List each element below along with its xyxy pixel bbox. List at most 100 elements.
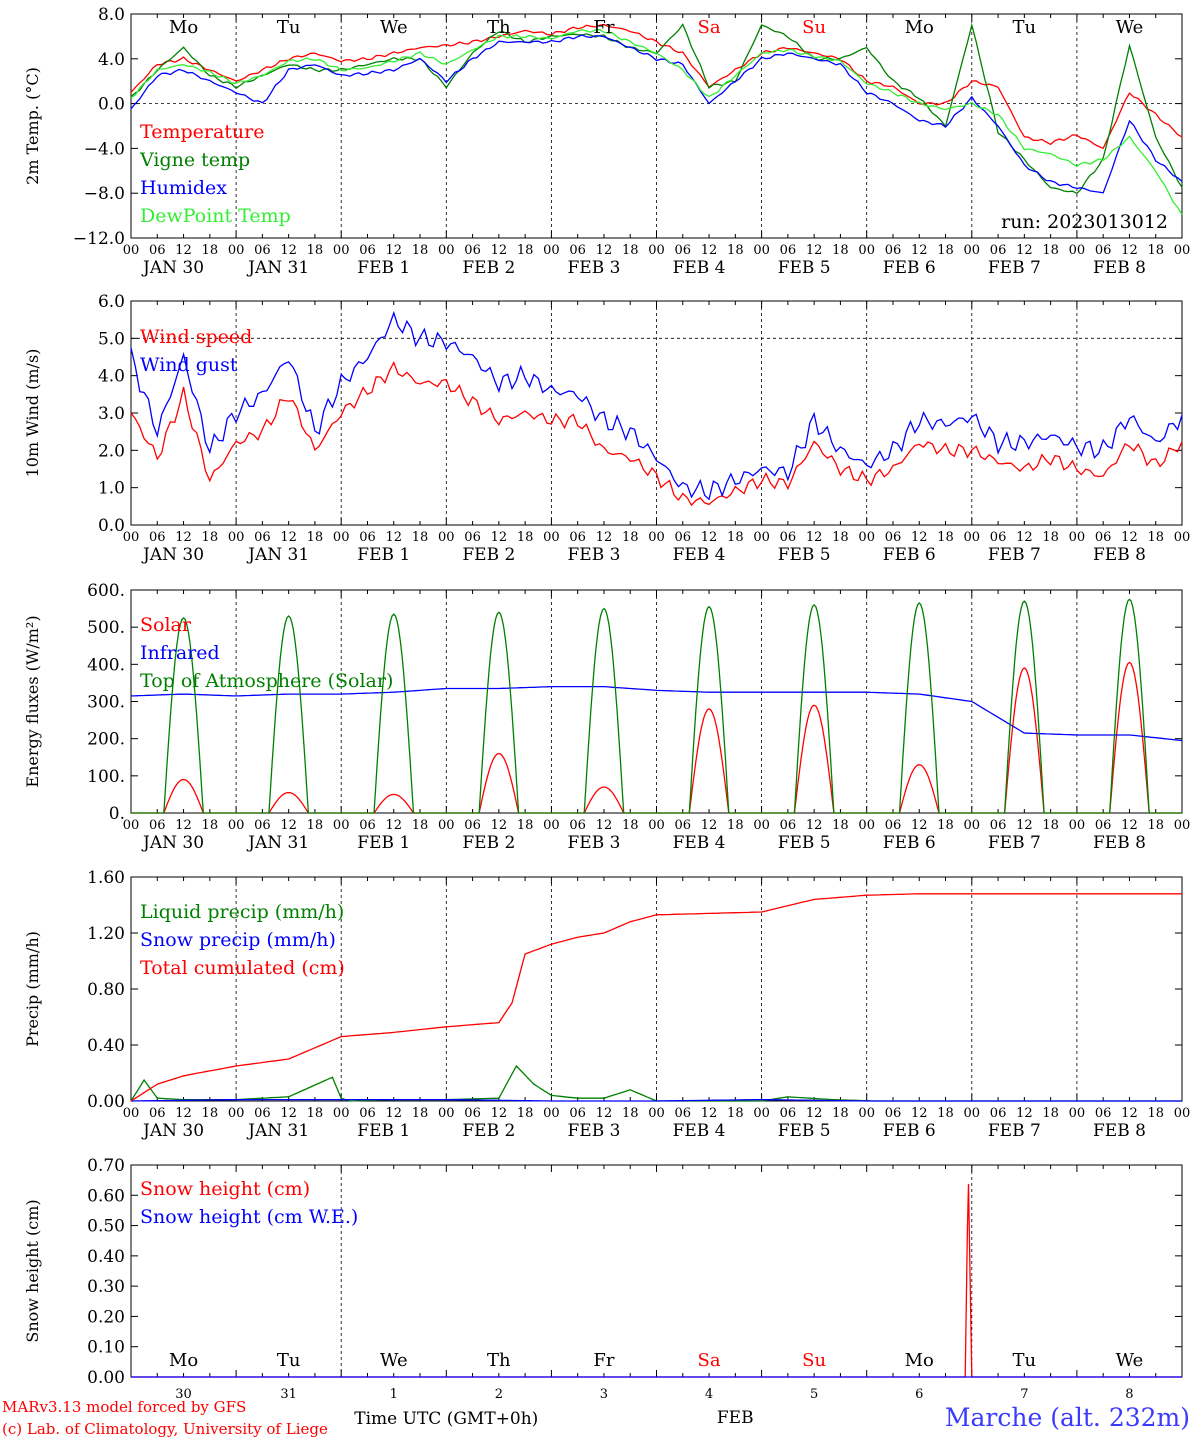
date-label: FEB 5 (778, 545, 831, 565)
day-of-week-label: We (1116, 17, 1144, 38)
y-tick-label: 0.0 (98, 516, 125, 536)
hour-tick-label: 18 (832, 1106, 849, 1121)
hour-tick-label: 06 (464, 1106, 481, 1121)
legend-entry: Vigne temp (139, 149, 250, 171)
hour-tick-label: 12 (596, 1106, 613, 1121)
hour-tick-label: 12 (806, 818, 823, 833)
day-of-week-label: Mo (905, 17, 934, 38)
hour-tick-label: 18 (307, 243, 324, 258)
y-tick-label: 0.30 (87, 1277, 125, 1297)
hour-tick-label: 06 (464, 530, 481, 545)
date-label: JAN 31 (246, 258, 309, 278)
hour-tick-label: 12 (175, 530, 192, 545)
y-tick-label: −4.0 (84, 139, 125, 159)
hour-tick-label: 12 (806, 243, 823, 258)
hour-tick-label: 00 (228, 818, 245, 833)
y-tick-label: 0.0 (98, 95, 125, 115)
hour-tick-label: 18 (202, 1106, 219, 1121)
date-label: FEB 8 (1093, 258, 1146, 278)
hour-tick-label: 12 (596, 818, 613, 833)
hour-tick-label: 06 (780, 1106, 797, 1121)
y-tick-label: 0.70 (87, 1156, 125, 1176)
legend-entry: Snow height (cm) (140, 1178, 310, 1200)
date-label: FEB 5 (778, 1121, 831, 1141)
y-tick-label: 1.20 (87, 924, 125, 944)
y-tick-label: 0.00 (87, 1368, 125, 1388)
date-label: FEB 7 (988, 1121, 1041, 1141)
y-tick-label: 0.40 (87, 1036, 125, 1056)
hour-tick-label: 18 (307, 818, 324, 833)
hour-tick-label: 12 (1121, 243, 1138, 258)
hour-tick-label: 00 (753, 530, 770, 545)
hour-tick-label: 18 (1147, 243, 1164, 258)
y-tick-label: 8.0 (98, 5, 125, 25)
panel-2 (130, 300, 1183, 526)
hour-tick-label: 00 (964, 818, 981, 833)
day-of-week-label: Fr (593, 17, 614, 38)
y-tick-label: 200. (87, 730, 125, 750)
y-tick-label: −12.0 (73, 229, 125, 249)
hour-tick-label: 06 (675, 818, 692, 833)
hour-tick-label: 00 (1174, 530, 1191, 545)
date-label: FEB 5 (778, 833, 831, 853)
day-number-label: 31 (280, 1387, 297, 1402)
plot-frame (130, 589, 1183, 814)
hour-tick-label: 00 (1069, 1106, 1086, 1121)
hour-tick-label: 12 (175, 1106, 192, 1121)
day-of-week-label: Mo (169, 17, 198, 38)
day-number-label: 6 (915, 1387, 923, 1402)
hour-tick-label: 06 (885, 818, 902, 833)
series-line-dewpoint-temp (130, 29, 1183, 215)
day-of-week-label: Fr (593, 1350, 614, 1371)
hour-tick-label: 00 (858, 530, 875, 545)
hour-tick-label: 00 (964, 1106, 981, 1121)
legend-entry: Liquid precip (mm/h) (140, 901, 344, 923)
day-of-week-label: Tu (1013, 1350, 1037, 1371)
hour-tick-label: 00 (543, 243, 560, 258)
y-tick-label: 2.0 (98, 441, 125, 461)
hour-tick-label: 12 (911, 818, 928, 833)
hour-tick-label: 18 (1147, 530, 1164, 545)
date-label: FEB 2 (462, 258, 515, 278)
y-tick-label: 500. (87, 618, 125, 638)
day-of-week-label: Th (487, 1350, 511, 1371)
hour-tick-label: 12 (1121, 818, 1138, 833)
date-label: FEB 3 (567, 1121, 620, 1141)
hour-tick-label: 12 (491, 1106, 508, 1121)
hour-tick-label: 18 (412, 818, 429, 833)
date-label: FEB 2 (462, 1121, 515, 1141)
hour-tick-label: 18 (412, 243, 429, 258)
day-of-week-label: Tu (1013, 17, 1037, 38)
hour-tick-label: 18 (1042, 818, 1059, 833)
y-tick-label: 0.80 (87, 980, 125, 1000)
hour-tick-label: 18 (622, 530, 639, 545)
hour-tick-label: 06 (464, 243, 481, 258)
hour-tick-label: 06 (990, 1106, 1007, 1121)
hour-tick-label: 12 (385, 243, 402, 258)
date-label: FEB 8 (1093, 833, 1146, 853)
hour-tick-label: 00 (1174, 1106, 1191, 1121)
hour-tick-label: 12 (280, 530, 297, 545)
hour-tick-label: 12 (596, 243, 613, 258)
hour-tick-label: 00 (964, 530, 981, 545)
hour-tick-label: 06 (1095, 530, 1112, 545)
hour-tick-label: 00 (123, 818, 140, 833)
day-number-label: 2 (495, 1387, 503, 1402)
legend-entry: Wind gust (140, 354, 238, 376)
day-number-label: 30 (175, 1387, 192, 1402)
hour-tick-label: 12 (385, 530, 402, 545)
hour-tick-label: 18 (1042, 1106, 1059, 1121)
hour-tick-label: 00 (858, 818, 875, 833)
hour-tick-label: 18 (832, 818, 849, 833)
y-tick-label: 0.50 (87, 1217, 125, 1237)
month-label: FEB (717, 1408, 754, 1428)
hour-tick-label: 06 (149, 530, 166, 545)
y-tick-label: 5.0 (98, 329, 125, 349)
y-tick-label: 0.20 (87, 1307, 125, 1327)
hour-tick-label: 18 (1042, 243, 1059, 258)
hour-tick-label: 00 (228, 243, 245, 258)
hour-tick-label: 18 (202, 243, 219, 258)
day-number-label: 8 (1125, 1387, 1133, 1402)
hour-tick-label: 18 (622, 818, 639, 833)
day-of-week-label: Su (802, 1350, 826, 1371)
